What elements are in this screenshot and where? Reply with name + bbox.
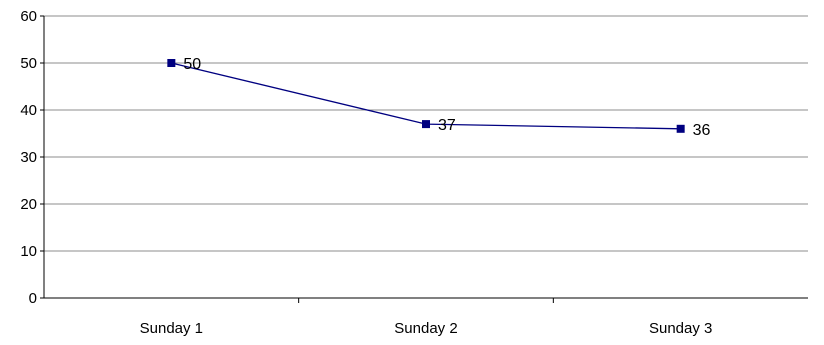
y-tick-label: 0 [29,290,37,307]
data-label: 37 [438,117,456,134]
data-labels: 50 37 36 [183,56,710,139]
x-tick-label: Sunday 2 [394,320,457,337]
y-tick-label: 10 [20,243,37,260]
series-group [167,59,685,133]
data-label: 50 [183,56,201,73]
y-tick-label: 40 [20,102,37,119]
x-axis-ticks: Sunday 1 Sunday 2 Sunday 3 [140,298,712,337]
y-tick-label: 30 [20,149,37,166]
x-tick-label: Sunday 3 [649,320,712,337]
data-point-marker [167,59,176,67]
data-label: 36 [693,122,711,139]
data-point-marker [676,124,685,133]
y-tick-label: 20 [20,196,37,213]
data-point-marker [422,120,430,129]
x-tick-label: Sunday 1 [140,320,203,337]
y-tick-label: 60 [20,8,37,25]
series-line [171,62,681,130]
y-tick-label: 50 [20,55,37,72]
y-axis-ticks: 0 10 20 30 40 50 60 [20,8,44,307]
